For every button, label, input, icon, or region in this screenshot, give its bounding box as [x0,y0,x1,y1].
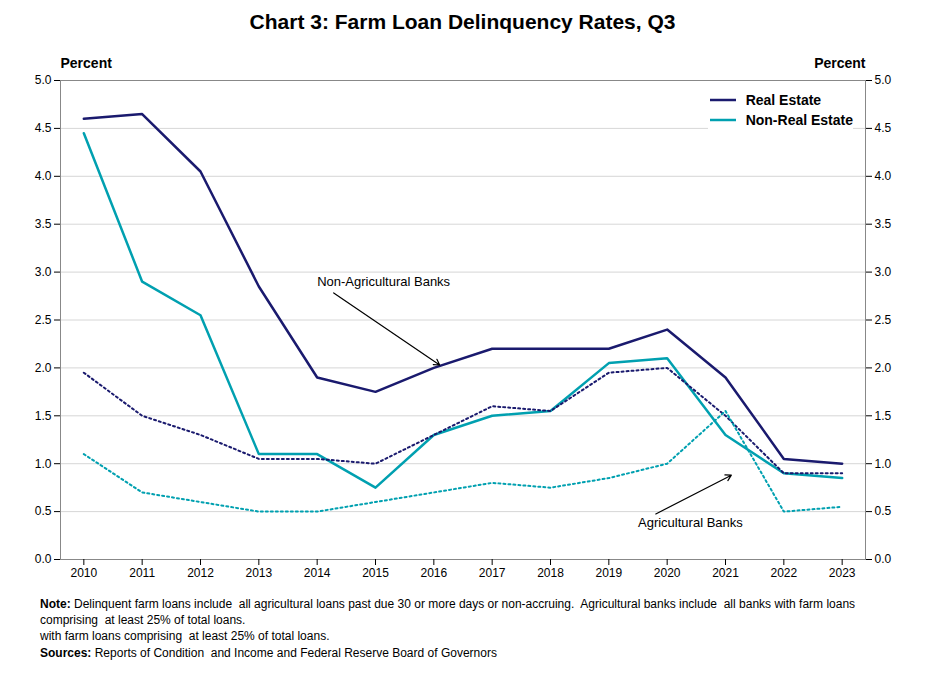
svg-text:2015: 2015 [362,566,389,580]
svg-text:Non-Agricultural Banks: Non-Agricultural Banks [317,274,450,289]
svg-text:2012: 2012 [187,566,214,580]
svg-text:2010: 2010 [70,566,97,580]
svg-text:4.0: 4.0 [35,169,52,183]
html-text:with farm loans comprising at: with farm loans comprising at least 25% … [40,629,330,644]
html-text:Non-Real Estate: Non-Real Estate [745,112,853,128]
svg-text:0.5: 0.5 [875,504,892,518]
svg-text:2016: 2016 [420,566,447,580]
svg-text:2023: 2023 [829,566,856,580]
svg-text:2013: 2013 [245,566,272,580]
svg-text:Agricultural Banks: Agricultural Banks [638,515,743,530]
svg-text:1.5: 1.5 [35,409,52,423]
svg-text:2.5: 2.5 [35,313,52,327]
svg-text:4.0: 4.0 [875,169,892,183]
svg-text:2022: 2022 [770,566,797,580]
svg-text:1.5: 1.5 [875,409,892,423]
svg-text:2021: 2021 [712,566,739,580]
svg-text:4.5: 4.5 [875,121,892,135]
svg-text:2018: 2018 [537,566,564,580]
svg-text:3.0: 3.0 [35,265,52,279]
svg-text:2.0: 2.0 [35,361,52,375]
svg-text:3.5: 3.5 [875,217,892,231]
svg-text:2.5: 2.5 [875,313,892,327]
svg-text:5.0: 5.0 [875,73,892,87]
svg-text:0.0: 0.0 [875,552,892,566]
svg-text:2014: 2014 [304,566,331,580]
svg-text:2020: 2020 [654,566,681,580]
svg-text:Percent: Percent [814,55,866,71]
svg-text:2011: 2011 [129,566,155,580]
html-text:Sources: Reports of Condition: Sources: Reports of Condition and Income… [40,645,497,660]
html-text:Note: Delinquent farm loans in: Note: Delinquent farm loans include all … [40,597,859,627]
svg-text:3.0: 3.0 [875,265,892,279]
svg-text:2017: 2017 [479,566,506,580]
svg-text:0.0: 0.0 [35,552,52,566]
svg-text:1.0: 1.0 [875,457,892,471]
svg-text:0.5: 0.5 [35,504,52,518]
html-text:Real Estate: Real Estate [745,92,822,108]
svg-text:Percent: Percent [61,55,113,71]
svg-text:3.5: 3.5 [35,217,52,231]
svg-text:5.0: 5.0 [35,73,52,87]
svg-text:2019: 2019 [595,566,622,580]
svg-text:1.0: 1.0 [35,457,52,471]
html-text:Chart 3: Farm Loan Delinquency: Chart 3: Farm Loan Delinquency Rates, Q3 [249,10,676,33]
svg-text:2.0: 2.0 [875,361,892,375]
svg-text:4.5: 4.5 [35,121,52,135]
